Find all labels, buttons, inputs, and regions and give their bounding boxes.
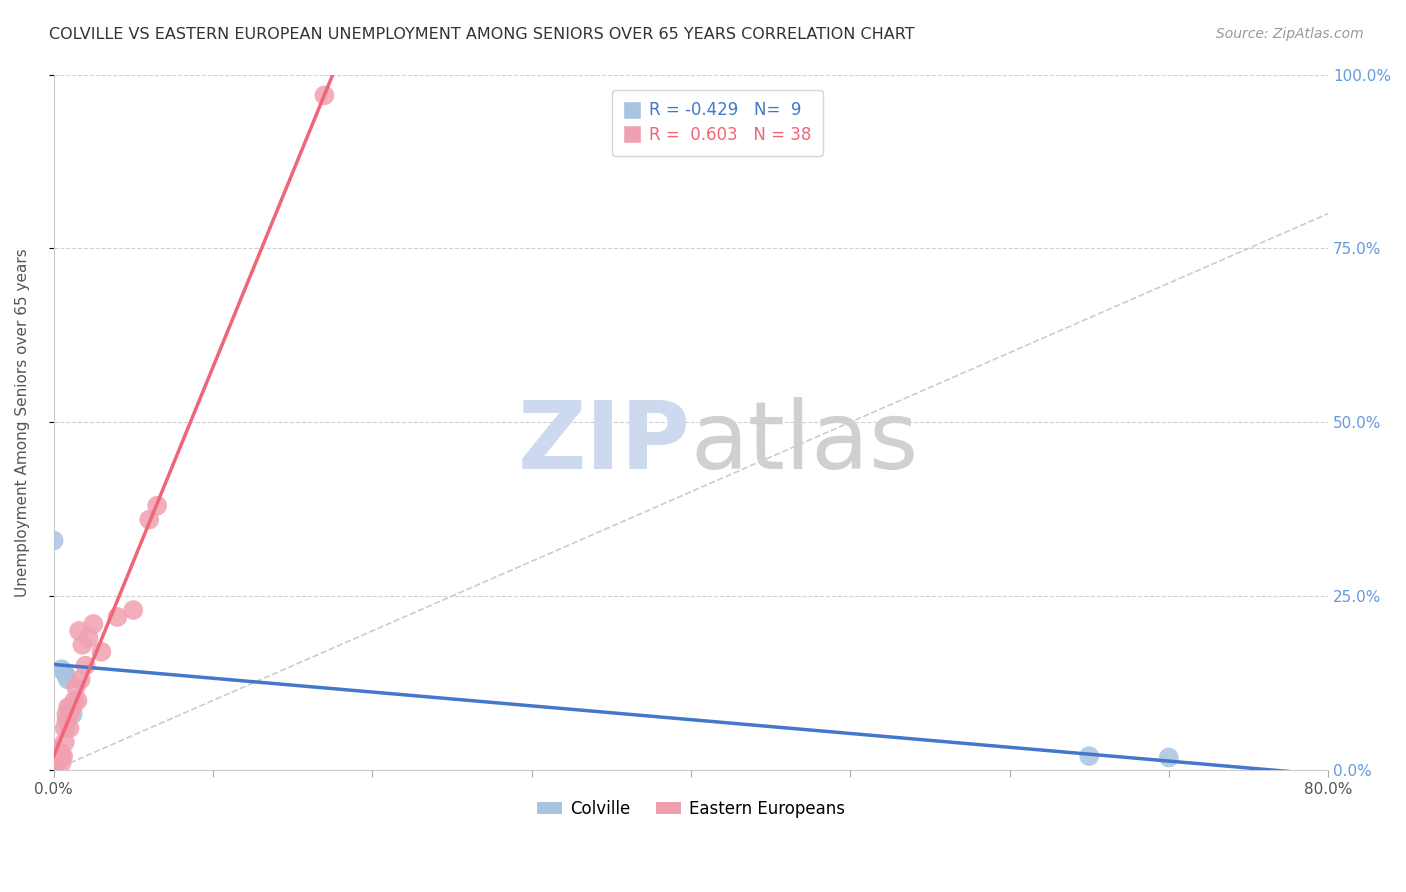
Point — [90, 645, 112, 659]
Point — [75, 658, 97, 673]
Point — [48, 753, 70, 767]
Point — [53, 721, 76, 735]
Point — [44, 746, 66, 760]
Point — [53, 665, 76, 680]
Point — [62, 707, 84, 722]
Point — [45, 756, 67, 770]
Point — [55, 707, 77, 722]
Point — [56, 673, 79, 687]
Point — [58, 700, 80, 714]
Point — [44, 749, 66, 764]
Point — [52, 749, 75, 764]
Point — [55, 669, 77, 683]
Point — [42, 533, 65, 548]
Point — [51, 756, 73, 770]
Point — [45, 749, 67, 764]
Point — [72, 638, 94, 652]
Y-axis label: Unemployment Among Seniors over 65 years: Unemployment Among Seniors over 65 years — [15, 248, 30, 597]
Point — [77, 631, 100, 645]
Text: atlas: atlas — [690, 397, 920, 489]
Point — [146, 499, 169, 513]
Point — [105, 610, 128, 624]
Point — [58, 721, 80, 735]
Point — [42, 742, 65, 756]
Point — [49, 749, 72, 764]
Point — [49, 746, 72, 760]
Point — [65, 680, 87, 694]
Point — [1157, 750, 1180, 764]
Point — [42, 746, 65, 760]
Point — [66, 693, 89, 707]
Point — [138, 513, 160, 527]
Point — [69, 673, 91, 687]
Point — [56, 700, 79, 714]
Point — [1078, 749, 1101, 764]
Legend: Colville, Eastern Europeans: Colville, Eastern Europeans — [530, 793, 852, 824]
Point — [53, 735, 76, 749]
Point — [82, 616, 104, 631]
Point — [314, 88, 336, 103]
Text: COLVILLE VS EASTERN EUROPEAN UNEMPLOYMENT AMONG SENIORS OVER 65 YEARS CORRELATIO: COLVILLE VS EASTERN EUROPEAN UNEMPLOYMEN… — [49, 27, 915, 42]
Point — [67, 624, 90, 638]
Point — [51, 749, 73, 764]
Point — [58, 707, 80, 722]
Point — [122, 603, 145, 617]
Point — [62, 700, 84, 714]
Point — [48, 746, 70, 760]
Point — [42, 749, 65, 764]
Point — [48, 749, 70, 764]
Point — [51, 662, 73, 676]
Point — [63, 693, 86, 707]
Text: ZIP: ZIP — [517, 397, 690, 489]
Point — [55, 714, 77, 729]
Text: Source: ZipAtlas.com: Source: ZipAtlas.com — [1216, 27, 1364, 41]
